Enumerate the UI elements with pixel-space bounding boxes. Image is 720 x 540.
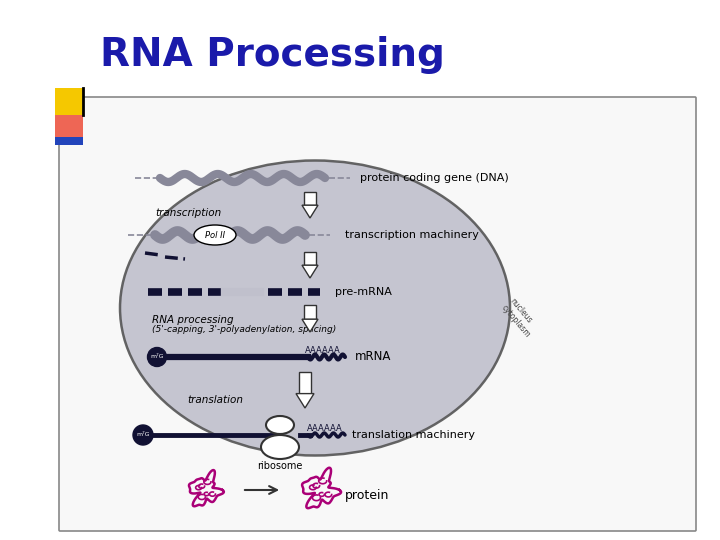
Ellipse shape <box>120 160 510 456</box>
Text: transcription: transcription <box>155 208 221 218</box>
Text: pre-mRNA: pre-mRNA <box>335 287 392 297</box>
Text: RNA processing: RNA processing <box>152 315 233 325</box>
Text: transcription machinery: transcription machinery <box>345 230 479 240</box>
Bar <box>55 88 83 116</box>
Text: mRNA: mRNA <box>355 350 392 363</box>
Text: nucleus
cytoplasm: nucleus cytoplasm <box>500 296 540 340</box>
Polygon shape <box>302 205 318 218</box>
Text: translation machinery: translation machinery <box>352 430 475 440</box>
Polygon shape <box>302 319 318 332</box>
Polygon shape <box>296 394 314 408</box>
Bar <box>305 192 315 205</box>
Text: AAAAAA: AAAAAA <box>305 346 341 355</box>
Polygon shape <box>302 265 318 278</box>
Text: (5'-capping, 3'-polyadenylation, splicing): (5'-capping, 3'-polyadenylation, splicin… <box>152 325 336 334</box>
Text: Pol II: Pol II <box>205 231 225 240</box>
Text: RNA Processing: RNA Processing <box>100 36 445 74</box>
Ellipse shape <box>266 416 294 434</box>
Text: m⁷G: m⁷G <box>150 354 163 360</box>
Bar <box>305 305 315 319</box>
Text: m⁷G: m⁷G <box>136 433 150 437</box>
Bar <box>55 137 83 145</box>
Bar <box>55 115 83 137</box>
Ellipse shape <box>194 225 236 245</box>
Text: ribosome: ribosome <box>257 461 302 471</box>
FancyBboxPatch shape <box>59 97 696 531</box>
Text: protein coding gene (DNA): protein coding gene (DNA) <box>360 173 509 183</box>
Text: translation: translation <box>187 395 243 405</box>
Text: AAAAAA: AAAAAA <box>307 424 343 433</box>
Bar <box>299 372 311 394</box>
Ellipse shape <box>261 435 299 459</box>
Circle shape <box>133 425 153 445</box>
Circle shape <box>148 348 166 367</box>
Text: protein: protein <box>345 489 390 502</box>
Bar <box>305 252 315 265</box>
